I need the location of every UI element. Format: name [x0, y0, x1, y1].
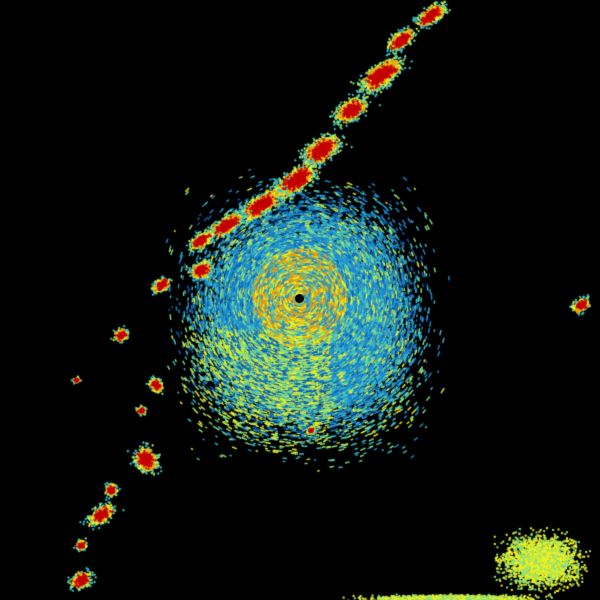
radar-site-marker	[295, 294, 304, 303]
